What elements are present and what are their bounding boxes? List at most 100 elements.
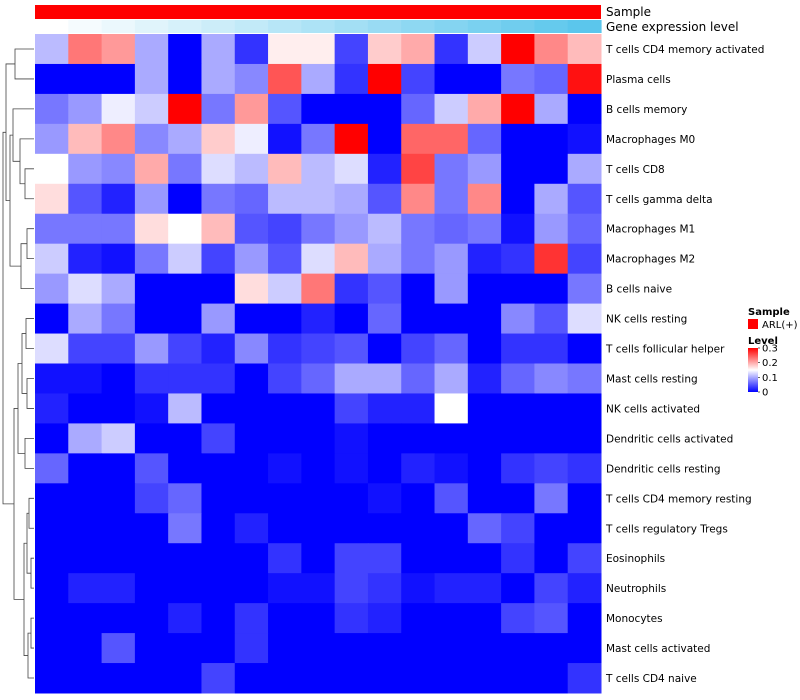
heatmap-cell	[534, 453, 569, 484]
heatmap-cell	[467, 213, 502, 245]
heatmap-cell	[334, 333, 369, 364]
heatmap-cell	[434, 34, 469, 65]
heatmap-cell	[567, 123, 602, 155]
heatmap-cell	[268, 153, 302, 185]
heatmap-cell	[168, 333, 202, 364]
heatmap-cell	[101, 123, 136, 155]
heatmap-cell	[367, 663, 402, 694]
heatmap-cell	[501, 213, 535, 245]
heatmap-cell	[367, 333, 402, 364]
heatmap-cell	[567, 663, 602, 694]
heatmap-cell	[401, 633, 436, 664]
heatmap-cell	[401, 273, 436, 305]
heatmap-cell	[367, 213, 402, 245]
heatmap-cell	[334, 123, 369, 155]
heatmap-cell	[501, 34, 535, 65]
heatmap-cell	[201, 123, 236, 155]
heatmap-cell	[101, 243, 136, 275]
row-label: NK cells resting	[606, 314, 687, 326]
row-label: Plasma cells	[606, 74, 671, 86]
heatmap-cell	[501, 423, 535, 454]
heatmap-cell	[35, 663, 69, 694]
heatmap-cell	[467, 453, 502, 484]
expression-level-annotation-cell	[401, 20, 436, 33]
heatmap-cell	[467, 393, 502, 424]
heatmap-cell	[234, 663, 269, 694]
heatmap-cell	[268, 93, 302, 125]
heatmap-cell	[301, 333, 336, 364]
dendrogram-branch	[5, 63, 15, 202]
heatmap-cell	[168, 393, 202, 424]
heatmap-cell	[134, 393, 169, 424]
heatmap-cell	[268, 303, 302, 335]
heatmap-cell	[101, 183, 136, 215]
heatmap-cell	[35, 93, 69, 125]
heatmap-cell	[134, 333, 169, 364]
heatmap-cell	[434, 543, 469, 574]
heatmap-cell	[467, 333, 502, 364]
heatmap-cell	[534, 213, 569, 245]
heatmap-cell	[268, 333, 302, 364]
heatmap-cell	[434, 303, 469, 335]
expression-level-annotation-cell	[367, 20, 402, 33]
heatmap-cell	[168, 183, 202, 215]
heatmap-cell	[134, 423, 169, 454]
heatmap-cell	[301, 273, 336, 305]
row-label: B cells memory	[606, 104, 687, 116]
heatmap-cell	[467, 243, 502, 275]
heatmap-cell	[467, 363, 502, 394]
heatmap-cell	[234, 483, 269, 514]
heatmap-cell	[168, 483, 202, 514]
heatmap-cell	[268, 183, 302, 215]
heatmap-cell	[68, 423, 103, 454]
heatmap-cell	[467, 483, 502, 514]
heatmap-cell	[68, 183, 103, 215]
sample-annotation-bar	[35, 5, 601, 19]
heatmap-cell	[168, 513, 202, 544]
heatmap-cell	[434, 273, 469, 305]
heatmap-cell	[201, 543, 236, 574]
heatmap-cell	[501, 393, 535, 424]
heatmap-cell	[101, 153, 136, 185]
heatmap-cell	[168, 63, 202, 95]
heatmap-cell	[401, 93, 436, 125]
heatmap-cell	[168, 603, 202, 634]
row-label: Neutrophils	[606, 583, 666, 595]
heatmap-cell	[467, 63, 502, 95]
heatmap-cell	[334, 303, 369, 335]
heatmap-cell	[534, 303, 569, 335]
dendrogram-branch	[26, 378, 34, 409]
expression-annotation-label: Gene expression level	[606, 20, 739, 34]
heatmap-cell	[234, 453, 269, 484]
heatmap-cell	[35, 573, 69, 604]
heatmap-cell	[501, 63, 535, 95]
heatmap-cell	[101, 363, 136, 394]
dendrogram-branch	[13, 408, 24, 600]
heatmap-cell	[401, 483, 436, 514]
heatmap-cell	[334, 243, 369, 275]
heatmap-cell	[301, 513, 336, 544]
heatmap-cell	[134, 123, 169, 155]
heatmap-cell	[35, 123, 69, 155]
heatmap-cell	[301, 363, 336, 394]
heatmap-cell	[201, 663, 236, 694]
dendrogram-branch	[20, 243, 34, 290]
legend-tick-label: 0.2	[762, 358, 778, 369]
legend-tick-label: 0.3	[762, 344, 778, 355]
dendrogram-branch	[25, 318, 34, 349]
heatmap-cell	[168, 543, 202, 574]
row-dendrogram	[2, 48, 34, 679]
heatmap-cell	[101, 213, 136, 245]
heatmap-cell	[501, 483, 535, 514]
heatmap-cell	[501, 363, 535, 394]
heatmap-cell	[367, 273, 402, 305]
heatmap-cell	[467, 93, 502, 125]
heatmap-cell	[168, 34, 202, 65]
heatmap-cell	[334, 93, 369, 125]
heatmap-cell	[567, 213, 602, 245]
expression-level-annotation-cell	[234, 20, 269, 33]
dendrogram-branch	[2, 131, 14, 505]
heatmap-cell	[301, 423, 336, 454]
heatmap-cell	[168, 273, 202, 305]
